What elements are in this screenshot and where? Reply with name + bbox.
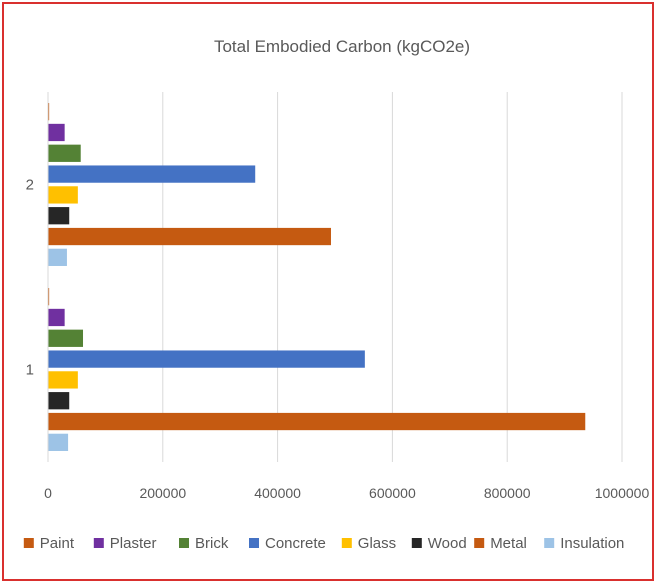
bar-insulation-2 bbox=[48, 248, 67, 266]
x-tick-label: 600000 bbox=[369, 485, 416, 501]
x-tick-labels: 0 200000 400000 600000 800000 1000000 bbox=[44, 485, 649, 501]
chart-frame bbox=[2, 2, 654, 581]
legend-label-brick: Brick bbox=[195, 535, 229, 552]
bar-plaster-1 bbox=[48, 308, 65, 327]
chart-title: Total Embodied Carbon (kgCO2e) bbox=[214, 37, 470, 56]
legend-swatch-paint bbox=[23, 538, 34, 548]
legend-label-metal: Metal bbox=[490, 535, 527, 552]
legend-label-paint: Paint bbox=[40, 535, 75, 552]
x-tick-label: 1000000 bbox=[595, 485, 650, 501]
x-tick-label: 0 bbox=[44, 485, 52, 501]
legend-swatch-plaster bbox=[93, 538, 104, 548]
bar-paint-1 bbox=[48, 288, 50, 306]
x-tick-label: 800000 bbox=[484, 485, 531, 501]
legend: Paint Plaster Brick Concrete Glass Wood Metal I… bbox=[23, 535, 624, 552]
bar-wood-1 bbox=[48, 392, 70, 410]
bar-concrete-1 bbox=[48, 350, 365, 368]
x-tick-label: 400000 bbox=[254, 485, 301, 501]
gridlines bbox=[162, 92, 623, 462]
bar-plaster-2 bbox=[48, 123, 65, 142]
category-label: 2 bbox=[26, 177, 34, 194]
bar-glass-1 bbox=[48, 371, 78, 389]
legend-swatch-insulation bbox=[544, 538, 555, 548]
category-labels: 12 bbox=[26, 177, 34, 379]
x-tick-label: 200000 bbox=[139, 485, 186, 501]
bar-metal-2 bbox=[48, 227, 331, 246]
bar-glass-2 bbox=[48, 186, 78, 204]
bar-paint-2 bbox=[48, 103, 50, 121]
bar-metal-1 bbox=[48, 412, 586, 431]
legend-label-glass: Glass bbox=[358, 535, 396, 552]
legend-swatch-wood bbox=[411, 538, 422, 548]
bar-brick-1 bbox=[48, 329, 84, 347]
legend-label-concrete: Concrete bbox=[265, 535, 326, 552]
legend-swatch-brick bbox=[179, 538, 189, 548]
bar-wood-2 bbox=[48, 207, 70, 225]
bar-brick-2 bbox=[48, 144, 81, 162]
bars bbox=[48, 103, 586, 451]
legend-label-wood: Wood bbox=[428, 535, 467, 552]
category-label: 1 bbox=[26, 362, 34, 379]
legend-swatch-concrete bbox=[249, 538, 259, 548]
legend-label-plaster: Plaster bbox=[110, 535, 157, 552]
legend-swatch-metal bbox=[474, 538, 485, 548]
bar-insulation-1 bbox=[48, 433, 69, 451]
bar-concrete-2 bbox=[48, 165, 256, 183]
legend-label-insulation: Insulation bbox=[560, 535, 624, 552]
legend-swatch-glass bbox=[341, 538, 352, 548]
